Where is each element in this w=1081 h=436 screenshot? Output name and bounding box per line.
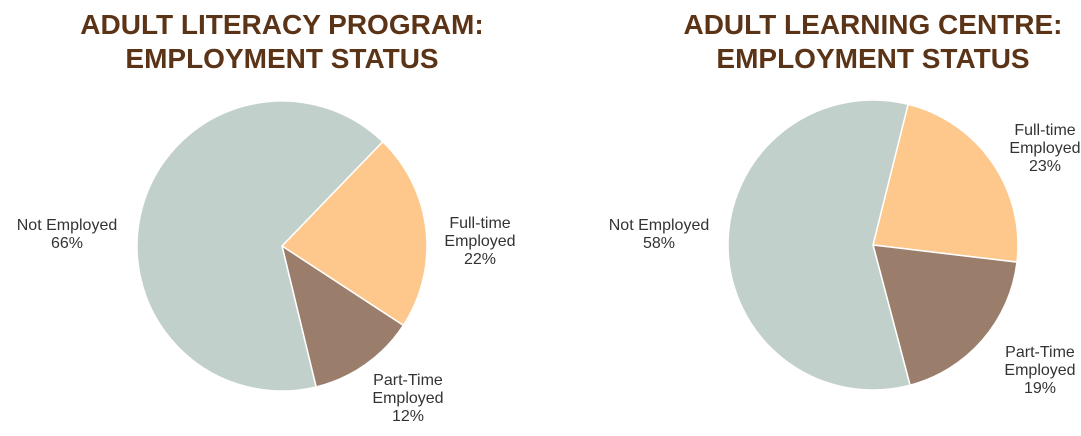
value-label: 58% (642, 235, 676, 252)
value-label: 23% (1028, 158, 1062, 175)
value-label: 12% (391, 408, 425, 425)
slice-label: Part-Time Employed 12% (363, 372, 453, 426)
slice-label: Full-time Employed 23% (1005, 122, 1081, 176)
pie-slice (136, 100, 384, 392)
pie-slice (280, 244, 405, 388)
slice-label: Part-Time Employed 19% (995, 344, 1081, 398)
category-label: Part-Time Employed (372, 372, 444, 407)
value-label: 19% (1023, 380, 1057, 397)
value-label: 66% (50, 235, 84, 252)
pie-slice (280, 140, 428, 327)
slice-label: Full-time Employed 22% (440, 215, 520, 269)
pie-slice (871, 244, 1018, 387)
slice-label: Not Employed 66% (2, 217, 132, 253)
category-label: Full-time Employed (444, 215, 516, 250)
category-label: Not Employed (608, 217, 710, 234)
pie-slice (727, 99, 911, 391)
pie-slice (872, 103, 1019, 264)
category-label: Full-time Employed (1009, 122, 1081, 157)
slice-label: Not Employed 58% (594, 217, 724, 253)
chart-title: ADULT LEARNING CENTRE: EMPLOYMENT STATUS (683, 9, 1063, 74)
category-label: Part-Time Employed (1004, 344, 1076, 379)
value-label: 22% (463, 251, 497, 268)
category-label: Not Employed (16, 217, 118, 234)
chart-title: ADULT LITERACY PROGRAM: EMPLOYMENT STATU… (80, 9, 484, 74)
